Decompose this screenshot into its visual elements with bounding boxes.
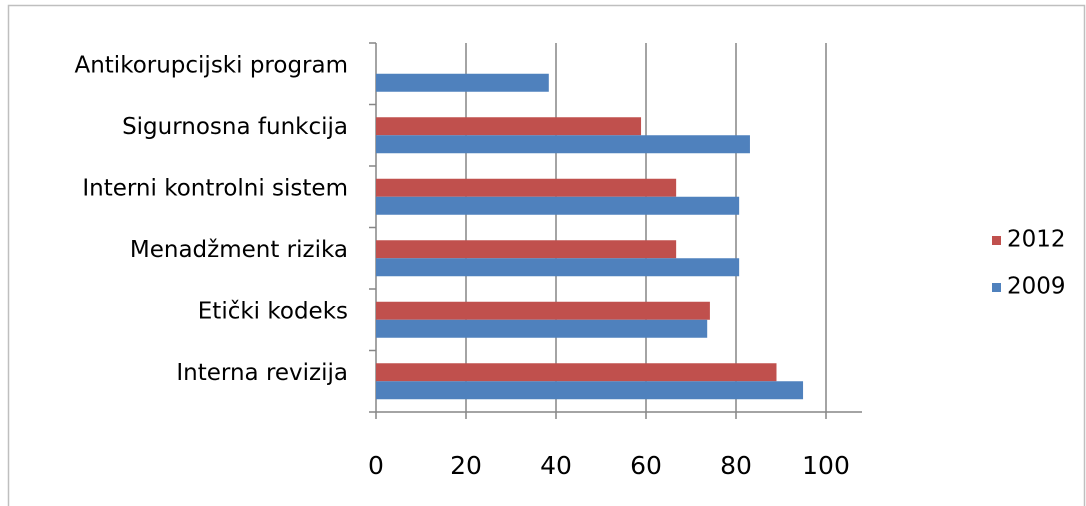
bar [376, 319, 708, 338]
y-tick-label: Sigurnosna funkcija [122, 114, 348, 140]
y-tick-label: Interni kontrolni sistem [82, 175, 348, 201]
bar [376, 117, 642, 136]
x-tick-label: 60 [630, 451, 662, 480]
y-tick-label: Antikorupcijski program [74, 52, 348, 78]
x-tick-label: 100 [802, 451, 850, 480]
bar [376, 196, 740, 215]
legend-swatch [992, 283, 1001, 292]
bar [376, 258, 740, 277]
y-tick-label: Interna revizija [176, 360, 348, 386]
bar [376, 178, 677, 197]
legend-label: 2009 [1007, 274, 1066, 300]
bar [376, 240, 677, 259]
legend-swatch [992, 236, 1001, 245]
y-tick-label: Etički kodeks [198, 298, 348, 324]
x-tick-label: 80 [720, 451, 752, 480]
x-tick-label: 40 [540, 451, 572, 480]
y-tick-label: Menadžment rizika [130, 237, 348, 263]
legend-label: 2012 [1007, 227, 1066, 253]
bar [376, 135, 750, 154]
bar [376, 301, 710, 320]
x-tick-label: 0 [368, 451, 384, 480]
bar [376, 363, 777, 382]
bar [376, 381, 804, 400]
x-tick-label: 20 [450, 451, 482, 480]
bar [376, 73, 549, 92]
chart-frame [7, 4, 1086, 506]
